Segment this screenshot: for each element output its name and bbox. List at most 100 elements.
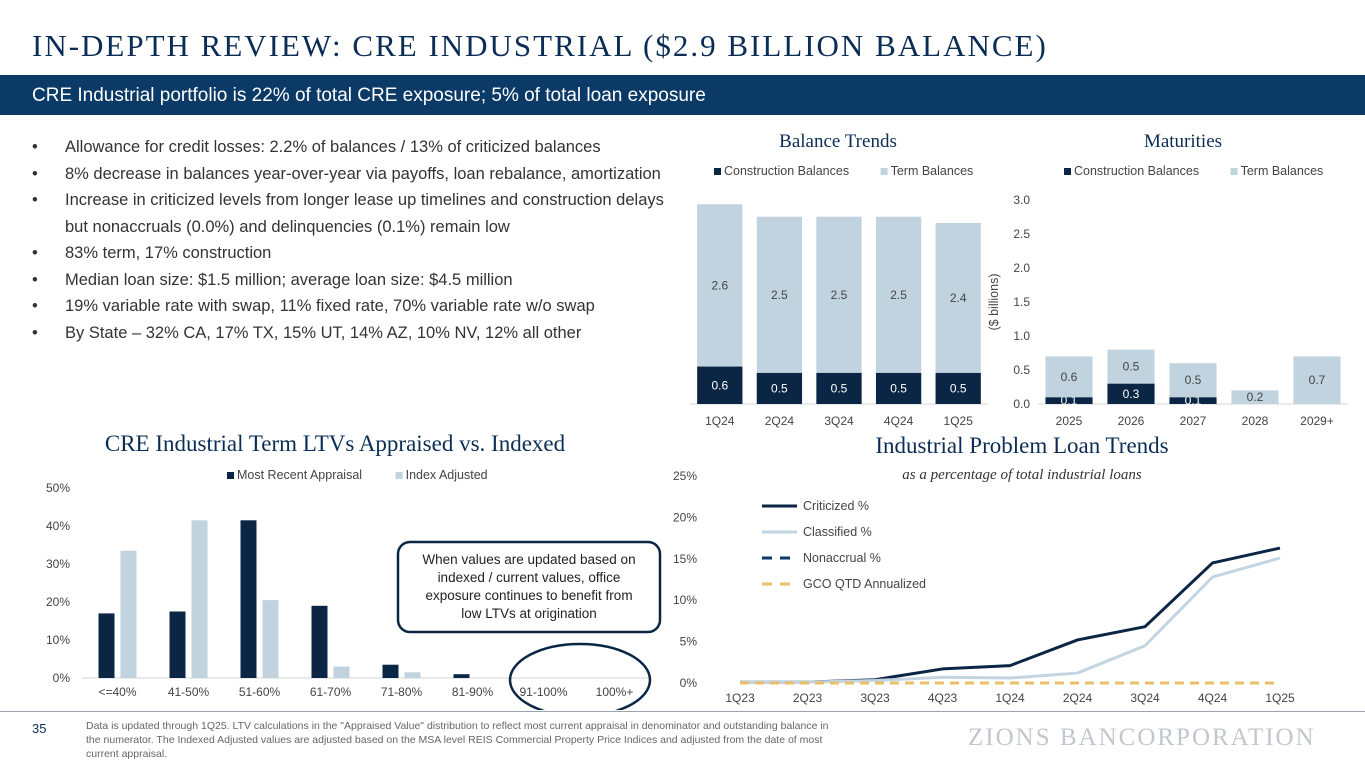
data-label: 2.5 [831, 288, 848, 302]
y-tick-label: 15% [673, 552, 697, 566]
bullet-list: Allowance for credit losses: 2.2% of bal… [32, 134, 672, 346]
footer-divider [0, 711, 1365, 712]
legend-label: Criticized % [803, 499, 869, 513]
y-tick-label: 10% [46, 633, 70, 647]
bar [169, 611, 186, 678]
legend-label: Construction Balances [724, 164, 849, 178]
legend-label: Term Balances [1241, 164, 1324, 178]
legend-label: Index Adjusted [406, 468, 488, 482]
x-tick-label: 2Q24 [765, 414, 795, 428]
callout-text: indexed / current values, office [438, 570, 621, 585]
y-axis-label: ($ billions) [987, 274, 1001, 331]
y-tick-label: 20% [46, 595, 70, 609]
x-tick-label: 4Q24 [884, 414, 914, 428]
chart-subtitle: as a percentage of total industrial loan… [902, 467, 1142, 483]
series-line [740, 546, 1281, 684]
data-label: 2.6 [711, 278, 728, 292]
x-tick-label: 1Q24 [705, 414, 735, 428]
legend-label: Classified % [803, 525, 872, 539]
legend-label: Construction Balances [1074, 164, 1199, 178]
y-tick-label: 0.5 [1013, 363, 1030, 377]
bar [382, 664, 399, 678]
bar-segment [875, 216, 922, 373]
x-tick-label: 2028 [1242, 414, 1269, 428]
footnote: Data is updated through 1Q25. LTV calcul… [86, 720, 829, 760]
x-tick-label: 1Q24 [995, 691, 1025, 705]
bar-segment [1107, 349, 1155, 384]
bullet-item: Allowance for credit losses: 2.2% of bal… [32, 134, 672, 161]
y-tick-label: 2.5 [1013, 227, 1030, 241]
callout-text: When values are updated based on [422, 552, 635, 567]
bar-segment [1107, 383, 1155, 404]
subtitle-banner: CRE Industrial portfolio is 22% of total… [0, 75, 1365, 115]
x-tick-label: 91-100% [519, 685, 567, 699]
chart-title: Maturities [1144, 131, 1222, 152]
bar [311, 605, 328, 678]
legend-swatch [1064, 168, 1071, 175]
legend-swatch [714, 168, 721, 175]
bar [453, 674, 470, 678]
legend-label: GCO QTD Annualized [803, 577, 926, 591]
x-tick-label: 1Q25 [944, 414, 974, 428]
bullet-item: By State – 32% CA, 17% TX, 15% UT, 14% A… [32, 320, 672, 347]
page-number: 35 [32, 721, 47, 736]
bar-segment [1231, 390, 1279, 404]
bar [262, 600, 279, 678]
y-tick-label: 0.0 [1013, 397, 1030, 411]
x-tick-label: 2027 [1180, 414, 1207, 428]
data-label: 0.5 [831, 381, 848, 395]
bar [191, 520, 208, 678]
callout-text: exposure continues to benefit from [425, 588, 632, 603]
data-label: 2.5 [890, 288, 907, 302]
bar [240, 520, 257, 678]
highlight-ellipse [508, 642, 652, 710]
y-tick-label: 0% [53, 671, 71, 685]
data-label: 0.7 [1309, 373, 1326, 387]
x-tick-label: 3Q23 [860, 691, 890, 705]
legend-swatch [227, 472, 234, 479]
x-tick-label: 2025 [1056, 414, 1083, 428]
legend-swatch [880, 168, 888, 175]
y-tick-label: 1.5 [1013, 295, 1030, 309]
y-tick-label: 40% [46, 519, 70, 533]
x-tick-label: 71-80% [381, 685, 423, 699]
y-tick-label: 3.0 [1013, 193, 1030, 207]
balance-trends-svg: Balance Trends Construction Balances Term … [690, 131, 988, 428]
x-tick-label: 3Q24 [824, 414, 854, 428]
bar-segment [1169, 397, 1217, 404]
bar-segment [935, 222, 981, 373]
chart-title: Balance Trends [779, 131, 897, 152]
bar [404, 672, 421, 678]
problem-loans-chart: Industrial Problem Loan Trends as a perce… [664, 424, 1324, 710]
y-tick-label: 30% [46, 557, 70, 571]
bullet-item: 8% decrease in balances year-over-year v… [32, 161, 672, 188]
bar-segment [1169, 363, 1217, 398]
balance-trends-chart: Balance Trends Construction Balances Term … [690, 122, 990, 434]
data-label: 0.2 [1247, 390, 1264, 404]
chart-title: Industrial Problem Loan Trends [875, 433, 1168, 458]
data-label: 0.3 [1123, 387, 1140, 401]
problem-loans-svg: Industrial Problem Loan Trends as a perce… [673, 433, 1295, 705]
legend-label: Nonaccrual % [803, 551, 881, 565]
bar-segment [816, 372, 862, 404]
page-title: IN-DEPTH REVIEW: CRE INDUSTRIAL ($2.9 BI… [32, 28, 1048, 63]
data-label: 0.5 [890, 381, 907, 395]
y-tick-label: 20% [673, 510, 697, 524]
company-logo: ZIONS BANCORPORATION [968, 724, 1316, 751]
bullet-item: 83% term, 17% construction [32, 240, 672, 267]
chart-title: CRE Industrial Term LTVs Appraised vs. I… [105, 431, 566, 456]
bar-segment [1045, 356, 1093, 398]
y-tick-label: 2.0 [1013, 261, 1030, 275]
x-tick-label: 51-60% [239, 685, 281, 699]
legend-swatch [1230, 168, 1238, 175]
bar-segment [1045, 397, 1093, 404]
y-tick-label: 0% [680, 676, 698, 690]
bullet-item: 19% variable rate with swap, 11% fixed r… [32, 293, 672, 320]
bar-segment [697, 204, 743, 367]
data-label: 0.5 [771, 381, 788, 395]
x-tick-label: 1Q23 [725, 691, 755, 705]
maturities-chart: Maturities Construction Balances Term Bala… [980, 122, 1350, 434]
y-tick-label: 5% [680, 635, 698, 649]
callout-text: low LTVs at origination [461, 606, 597, 621]
bar-segment [756, 372, 803, 404]
